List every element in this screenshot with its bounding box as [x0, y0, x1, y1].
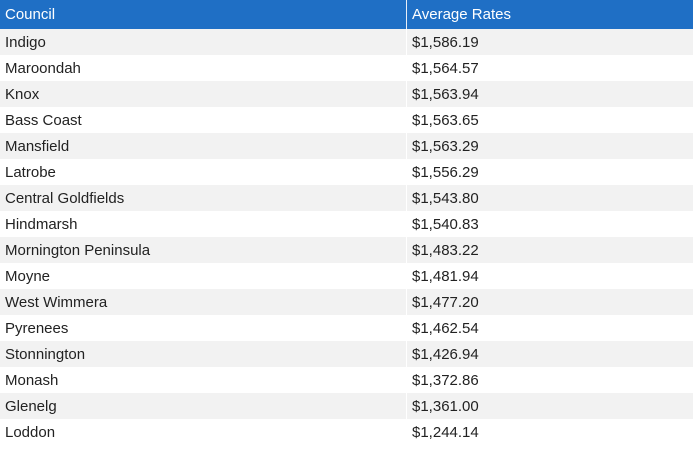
table-row: Knox $1,563.94 — [0, 81, 693, 107]
average-rates-cell: $1,564.57 — [406, 55, 693, 81]
average-rates-cell: $1,540.83 — [406, 211, 693, 237]
council-name-cell: Mansfield — [0, 133, 406, 159]
average-rates-cell: $1,563.29 — [406, 133, 693, 159]
average-rates-cell: $1,543.80 — [406, 185, 693, 211]
council-name-cell: Hindmarsh — [0, 211, 406, 237]
table-row: Mornington Peninsula $1,483.22 — [0, 237, 693, 263]
table-row: Loddon $1,244.14 — [0, 419, 693, 445]
table-row: Pyrenees $1,462.54 — [0, 315, 693, 341]
table-row: Central Goldfields $1,543.80 — [0, 185, 693, 211]
council-name-cell: Moyne — [0, 263, 406, 289]
average-rates-cell: $1,481.94 — [406, 263, 693, 289]
table-row: Indigo $1,586.19 — [0, 29, 693, 55]
average-rates-cell: $1,426.94 — [406, 341, 693, 367]
average-rates-cell: $1,477.20 — [406, 289, 693, 315]
table-row: Moyne $1,481.94 — [0, 263, 693, 289]
table-row: Latrobe $1,556.29 — [0, 159, 693, 185]
council-name-cell: Glenelg — [0, 393, 406, 419]
average-rates-cell: $1,556.29 — [406, 159, 693, 185]
table-row: Monash $1,372.86 — [0, 367, 693, 393]
council-name-cell: Bass Coast — [0, 107, 406, 133]
table-row: Bass Coast $1,563.65 — [0, 107, 693, 133]
rates-table: Council Average Rates Indigo $1,586.19 Mar… — [0, 0, 693, 445]
average-rates-cell: $1,563.65 — [406, 107, 693, 133]
council-name-cell: Pyrenees — [0, 315, 406, 341]
table-row: Stonnington $1,426.94 — [0, 341, 693, 367]
council-name-cell: Latrobe — [0, 159, 406, 185]
average-rates-cell: $1,361.00 — [406, 393, 693, 419]
average-rates-cell: $1,372.86 — [406, 367, 693, 393]
council-name-cell: Loddon — [0, 419, 406, 445]
table-body: Indigo $1,586.19 Maroondah $1,564.57 Knox $1,… — [0, 29, 693, 445]
council-name-cell: West Wimmera — [0, 289, 406, 315]
council-name-cell: Mornington Peninsula — [0, 237, 406, 263]
council-name-cell: Central Goldfields — [0, 185, 406, 211]
average-rates-cell: $1,483.22 — [406, 237, 693, 263]
council-name-cell: Maroondah — [0, 55, 406, 81]
council-name-cell: Indigo — [0, 29, 406, 55]
council-name-cell: Stonnington — [0, 341, 406, 367]
council-name-cell: Knox — [0, 81, 406, 107]
column-header-average-rates[interactable]: Average Rates — [406, 0, 693, 29]
column-header-council[interactable]: Council — [0, 0, 406, 29]
table-row: Glenelg $1,361.00 — [0, 393, 693, 419]
table-row: West Wimmera $1,477.20 — [0, 289, 693, 315]
table-header-row: Council Average Rates — [0, 0, 693, 29]
average-rates-cell: $1,462.54 — [406, 315, 693, 341]
rates-table-container: Council Average Rates Indigo $1,586.19 Mar… — [0, 0, 693, 445]
council-name-cell: Monash — [0, 367, 406, 393]
table-row: Mansfield $1,563.29 — [0, 133, 693, 159]
table-row: Maroondah $1,564.57 — [0, 55, 693, 81]
average-rates-cell: $1,244.14 — [406, 419, 693, 445]
average-rates-cell: $1,563.94 — [406, 81, 693, 107]
table-row: Hindmarsh $1,540.83 — [0, 211, 693, 237]
average-rates-cell: $1,586.19 — [406, 29, 693, 55]
